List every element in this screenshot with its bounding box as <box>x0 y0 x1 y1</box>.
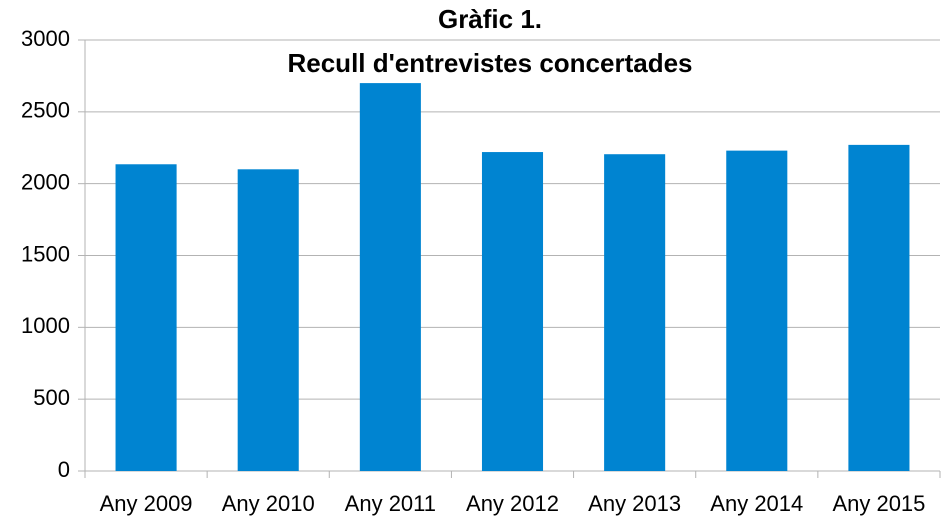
bar <box>237 169 299 472</box>
y-tick-label: 0 <box>58 457 70 482</box>
bar <box>604 154 666 471</box>
bar <box>359 83 421 471</box>
chart-title: Recull d'entrevistes concertades <box>287 48 692 78</box>
y-tick-label: 2500 <box>21 98 70 123</box>
x-tick-label: Any 2013 <box>588 491 681 516</box>
y-tick-label: 2000 <box>21 169 70 194</box>
x-tick-label: Any 2012 <box>466 491 559 516</box>
bar <box>848 144 910 472</box>
chart-title: Gràfic 1. <box>438 4 542 34</box>
bar <box>481 152 544 471</box>
x-tick-label: Any 2009 <box>100 491 193 516</box>
y-tick-label: 3000 <box>21 26 70 51</box>
x-tick-label: Any 2015 <box>832 491 925 516</box>
bar <box>115 164 177 471</box>
bar <box>726 150 788 471</box>
x-tick-label: Any 2011 <box>345 491 436 516</box>
x-tick-label: Any 2014 <box>710 491 803 516</box>
y-tick-label: 1000 <box>21 313 70 338</box>
y-tick-label: 500 <box>33 385 70 410</box>
x-tick-label: Any 2010 <box>222 491 315 516</box>
y-tick-label: 1500 <box>21 241 70 266</box>
